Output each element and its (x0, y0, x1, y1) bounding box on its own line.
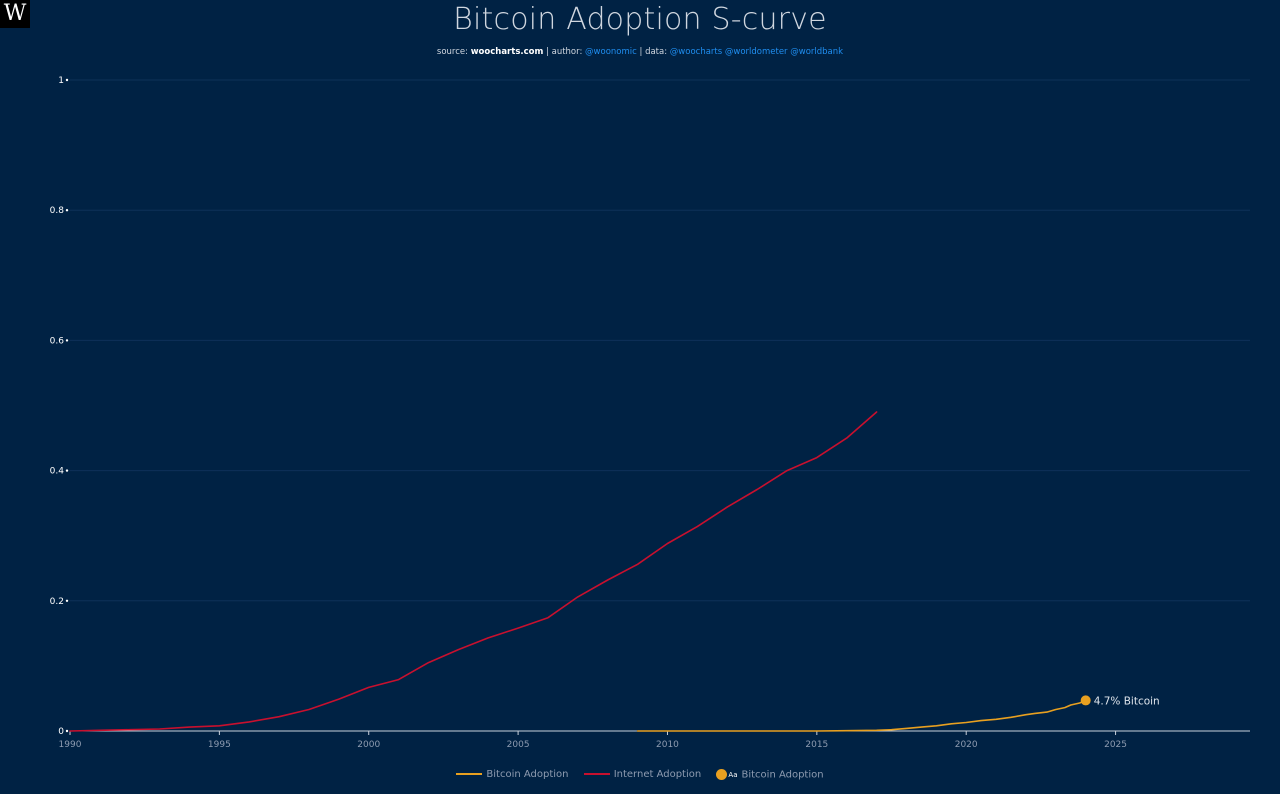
x-tick-label: 1995 (208, 740, 231, 750)
bitcoin-latest-point (1080, 695, 1091, 706)
y-tick-mark (65, 209, 69, 212)
y-tick-label: 0.6 (50, 336, 65, 346)
legend-item-internet[interactable]: Internet Adoption (583, 769, 702, 781)
y-tick-label: 0.8 (50, 206, 65, 216)
legend-item-bitcoin-marker[interactable]: Aa Bitcoin Adoption (716, 769, 824, 781)
series-line-internet-adoption (69, 411, 878, 732)
series-line-bitcoin-adoption (636, 699, 1087, 732)
legend-swatch-internet (583, 773, 610, 776)
chart-subtitle: source: woocharts.com | author: @woonomi… (0, 47, 1280, 57)
x-tick-label: 2015 (805, 740, 828, 750)
x-tick-label: 1990 (59, 740, 82, 750)
y-tick-label: 0 (58, 727, 64, 737)
legend-swatch-bitcoin (456, 773, 483, 776)
y-tick-label: 0.4 (50, 467, 65, 477)
x-tick-label: 2005 (507, 740, 530, 750)
y-tick-mark (65, 729, 69, 733)
y-tick-mark (65, 78, 69, 82)
data-links[interactable]: @woocharts @worldometer @worldbank (669, 47, 844, 57)
series-lines (69, 411, 1087, 732)
y-tick-mark (65, 599, 69, 602)
author-label: | author: (546, 47, 583, 57)
legend-dot-bitcoin (716, 769, 728, 780)
source-site: woocharts.com (470, 47, 544, 57)
chart-title: Bitcoin Adoption S-curve (453, 2, 827, 37)
bitcoin-latest-label: 4.7% Bitcoin (1094, 695, 1160, 707)
grid-lines (70, 79, 1250, 602)
y-tick-mark (65, 469, 69, 472)
woocharts-logo[interactable]: W (0, 0, 30, 28)
annotations: 4.7% Bitcoin (1080, 695, 1160, 707)
x-tick-label: 2010 (656, 740, 679, 750)
author-link[interactable]: @woonomic (585, 47, 637, 57)
y-tick-mark (65, 339, 69, 342)
x-tick-label: 2000 (357, 740, 380, 750)
source-label: source: (436, 47, 468, 57)
x-tick-label: 2020 (955, 740, 978, 750)
legend-label-bitcoin: Bitcoin Adoption (486, 769, 569, 781)
legend-label-bitcoin-marker: Bitcoin Adoption (741, 769, 824, 781)
legend-aa-badge: Aa (728, 770, 738, 779)
legend-item-bitcoin[interactable]: Bitcoin Adoption (456, 769, 569, 781)
x-tick-label: 2025 (1104, 740, 1127, 750)
axes: 0 0.2 0.4 0.6 0.8 1 1990 1995 2000 2005 2010 2015 20… (50, 76, 1250, 750)
data-label: | data: (639, 47, 668, 57)
legend: Bitcoin Adoption Internet Adoption Aa Bit… (0, 769, 1280, 781)
legend-label-internet: Internet Adoption (613, 769, 702, 781)
y-tick-label: 0.2 (50, 597, 64, 607)
y-tick-label: 1 (58, 76, 64, 86)
